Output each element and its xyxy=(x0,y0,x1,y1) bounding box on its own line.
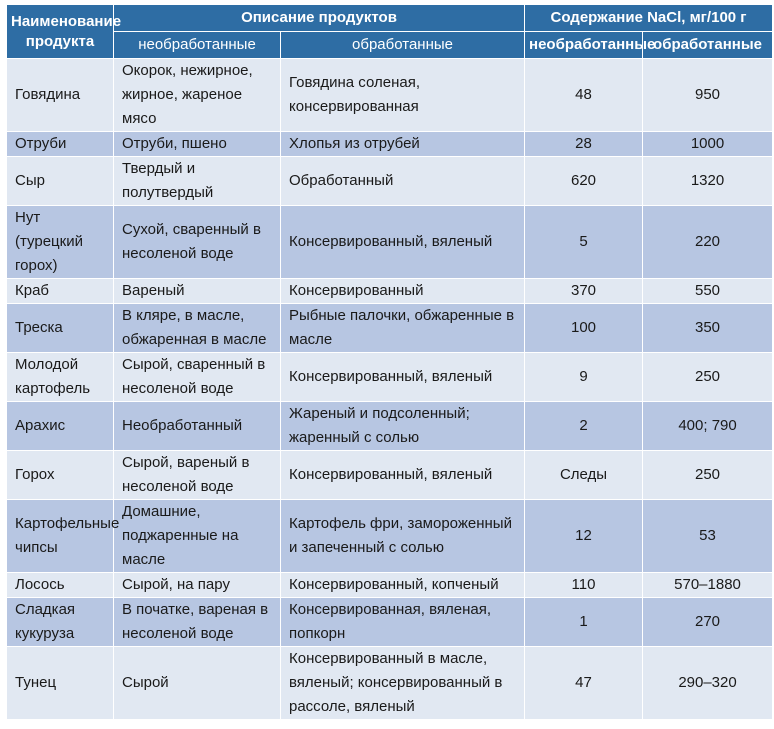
product-name-cell: Тунец xyxy=(6,646,114,720)
header-nacl-processed: обработанные xyxy=(642,31,774,59)
table-row: Молодой картофель Сырой, сваренный в нес… xyxy=(6,352,774,402)
raw-description-cell: Отруби, пшено xyxy=(113,131,281,157)
header-description-raw: необработанные xyxy=(113,31,281,59)
processed-description-cell: Консервированный, вяленый xyxy=(279,205,526,279)
header-description-processed: обработанные xyxy=(279,31,526,59)
processed-description-cell: Картофель фри, замороженный и запеченный… xyxy=(279,499,526,573)
nacl-processed-cell: 1320 xyxy=(642,156,774,206)
nacl-raw-cell: 47 xyxy=(524,646,644,720)
nacl-raw-cell: 110 xyxy=(524,572,644,598)
processed-description-cell: Консервированная, вяленая, попкорн xyxy=(279,597,526,647)
table-row: Краб Вареный Консервированный 370 550 xyxy=(6,278,774,304)
raw-description-cell: В кляре, в масле, обжаренная в масле xyxy=(113,303,281,353)
raw-description-cell: Домашние, поджаренные на масле xyxy=(113,499,281,573)
product-name-cell: Лосось xyxy=(6,572,114,598)
raw-description-cell: Сырой, вареный в несоленой воде xyxy=(113,450,281,500)
nacl-raw-cell: 5 xyxy=(524,205,644,279)
nacl-processed-cell: 1000 xyxy=(642,131,774,157)
header-description: Описание продуктов xyxy=(112,4,526,32)
product-name-cell: Треска xyxy=(6,303,114,353)
table-row: Арахис Необработанный Жареный и подсолен… xyxy=(6,401,774,451)
nacl-processed-cell: 950 xyxy=(642,58,774,132)
processed-description-cell: Говядина соленая, консервированная xyxy=(279,58,526,132)
nacl-processed-cell: 250 xyxy=(642,450,774,500)
product-name-cell: Картофельные чипсы xyxy=(6,499,119,573)
nacl-processed-cell: 290–320 xyxy=(642,646,774,720)
header-nacl-raw: необработанные xyxy=(524,31,655,59)
nacl-raw-cell: 2 xyxy=(524,401,644,451)
table-row: Горох Сырой, вареный в несоленой воде Ко… xyxy=(6,450,774,500)
raw-description-cell: Необработанный xyxy=(113,401,281,451)
nacl-raw-cell: 9 xyxy=(524,352,644,402)
product-name-cell: Нут (турецкий горох) xyxy=(6,205,114,279)
table-row: Тунец Сырой Консервированный в масле, вя… xyxy=(6,646,774,720)
table-row: Лосось Сырой, на пару Консервированный, … xyxy=(6,572,774,598)
product-name-cell: Молодой картофель xyxy=(6,352,114,402)
table-row: Картофельные чипсы Домашние, поджаренные… xyxy=(6,499,774,573)
product-name-cell: Горох xyxy=(6,450,114,500)
processed-description-cell: Консервированный, вяленый xyxy=(279,352,526,402)
nacl-processed-cell: 270 xyxy=(642,597,774,647)
raw-description-cell: Окорок, нежирное, жирное, жареное мясо xyxy=(113,58,281,132)
raw-description-cell: Сырой xyxy=(113,646,281,720)
nacl-processed-cell: 250 xyxy=(642,352,774,402)
product-name-cell: Арахис xyxy=(6,401,114,451)
product-name-cell: Краб xyxy=(6,278,114,304)
raw-description-cell: Сырой, на пару xyxy=(113,572,281,598)
nacl-processed-cell: 53 xyxy=(642,499,774,573)
nacl-raw-cell: 620 xyxy=(524,156,644,206)
nacl-raw-cell: 28 xyxy=(524,131,644,157)
nacl-raw-cell: 12 xyxy=(524,499,644,573)
nacl-processed-cell: 550 xyxy=(642,278,774,304)
header-nacl-content: Содержание NaCl, мг/100 г xyxy=(524,4,774,32)
table-row: Отруби Отруби, пшено Хлопья из отрубей 2… xyxy=(6,131,774,157)
processed-description-cell: Консервированный, вяленый xyxy=(279,450,526,500)
raw-description-cell: Вареный xyxy=(113,278,281,304)
nacl-raw-cell: 370 xyxy=(524,278,644,304)
table-row: Треска В кляре, в масле, обжаренная в ма… xyxy=(6,303,774,353)
processed-description-cell: Жареный и подсоленный; жаренный с солью xyxy=(279,401,526,451)
table-row: Сыр Твердый и полутвердый Обработанный 6… xyxy=(6,156,774,206)
product-name-cell: Сладкая кукуруза xyxy=(6,597,114,647)
raw-description-cell: Твердый и полутвердый xyxy=(113,156,281,206)
nacl-processed-cell: 220 xyxy=(642,205,774,279)
processed-description-cell: Консервированный в масле, вяленый; консе… xyxy=(279,646,526,720)
nacl-raw-cell: 100 xyxy=(524,303,644,353)
product-name-cell: Отруби xyxy=(6,131,114,157)
processed-description-cell: Обработанный xyxy=(279,156,526,206)
nacl-content-table: Наименование продукта Описание продуктов… xyxy=(6,4,774,720)
nacl-processed-cell: 570–1880 xyxy=(642,572,774,598)
nacl-raw-cell: 1 xyxy=(524,597,644,647)
raw-description-cell: В початке, вареная в несоленой воде xyxy=(113,597,281,647)
product-name-cell: Говядина xyxy=(6,58,114,132)
processed-description-cell: Хлопья из отрубей xyxy=(279,131,526,157)
nacl-processed-cell: 350 xyxy=(642,303,774,353)
table-row: Сладкая кукуруза В початке, вареная в не… xyxy=(6,597,774,647)
processed-description-cell: Рыбные палочки, обжаренные в масле xyxy=(279,303,526,353)
nacl-processed-cell: 400; 790 xyxy=(642,401,774,451)
header-product-name: Наименование продукта xyxy=(6,4,121,59)
nacl-raw-cell: Следы xyxy=(524,450,644,500)
product-name-cell: Сыр xyxy=(6,156,114,206)
processed-description-cell: Консервированный xyxy=(279,278,526,304)
table-row: Нут (турецкий горох) Сухой, сваренный в … xyxy=(6,205,774,279)
nacl-raw-cell: 48 xyxy=(524,58,644,132)
processed-description-cell: Консервированный, копченый xyxy=(279,572,526,598)
raw-description-cell: Сухой, сваренный в несоленой воде xyxy=(113,205,281,279)
raw-description-cell: Сырой, сваренный в несоленой воде xyxy=(113,352,281,402)
table-row: Говядина Окорок, нежирное, жирное, жарен… xyxy=(6,58,774,132)
